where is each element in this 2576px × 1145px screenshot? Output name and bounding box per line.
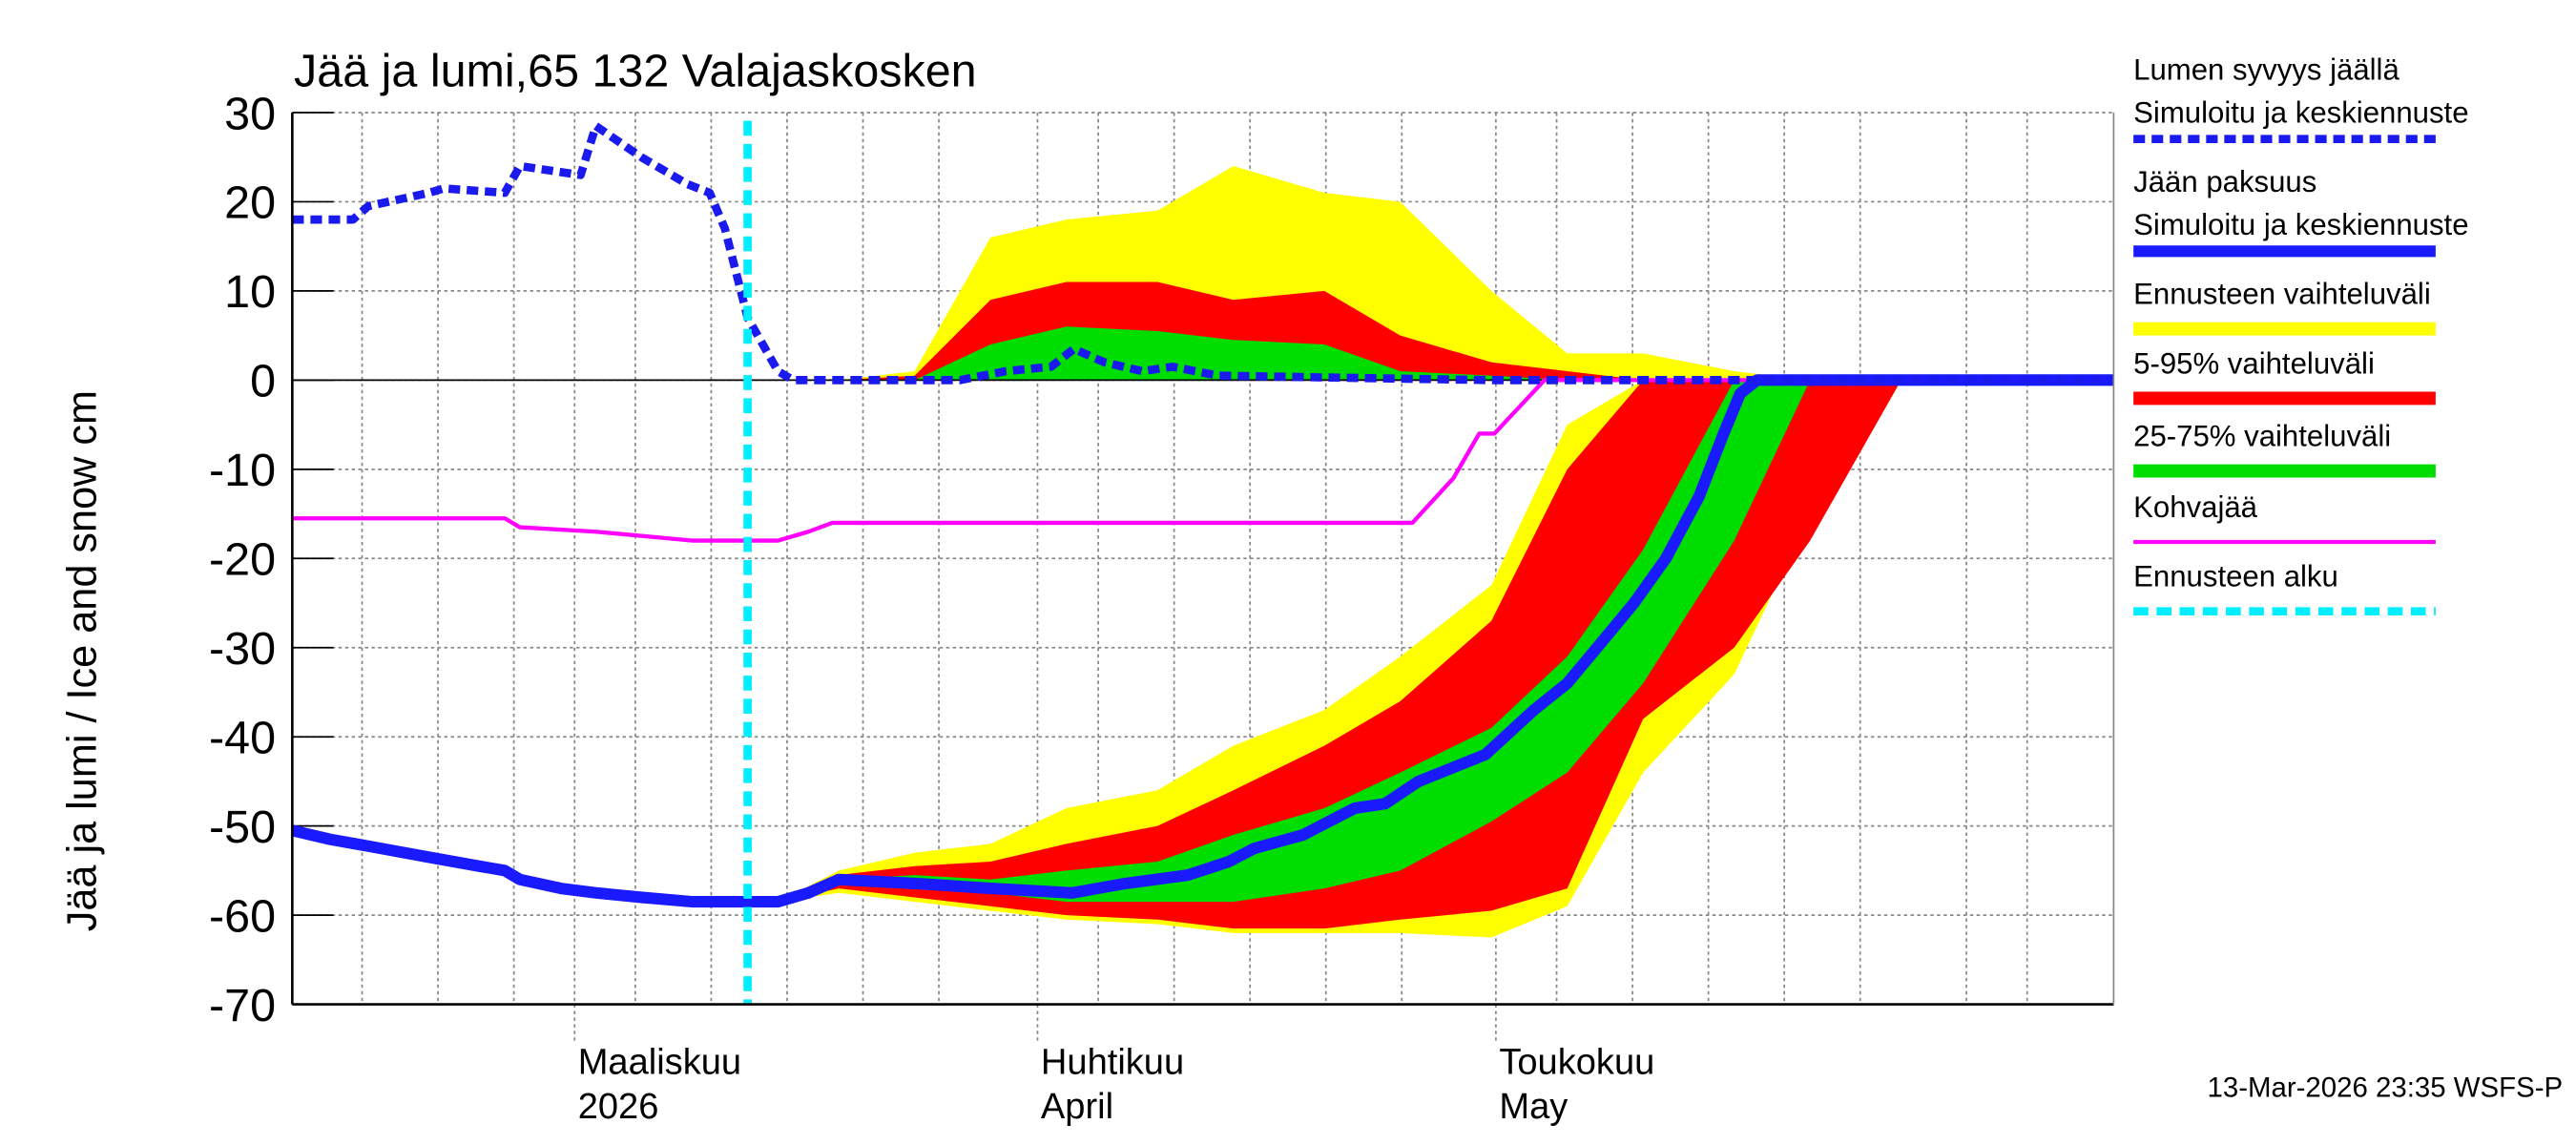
snow-band bbox=[778, 326, 1901, 381]
y-axis-label: Jää ja lumi / Ice and snow cm bbox=[59, 390, 105, 931]
legend-label: Ennusteen vaihteluväli bbox=[2133, 278, 2431, 311]
legend-sublabel: Simuloitu ja keskiennuste bbox=[2133, 208, 2468, 241]
legend-label: Kohvajää bbox=[2133, 490, 2258, 524]
y-tick-label: -20 bbox=[209, 534, 276, 586]
x-tick-label: Huhtikuu bbox=[1041, 1042, 1184, 1082]
legend-label: 25-75% vaihteluväli bbox=[2133, 420, 2391, 453]
legend-label: Lumen syvyys jäällä bbox=[2133, 52, 2399, 86]
y-tick-label: -30 bbox=[209, 623, 276, 675]
y-tick-label: 0 bbox=[250, 356, 276, 407]
y-tick-label: 10 bbox=[224, 266, 276, 318]
legend-label: Ennusteen alku bbox=[2133, 560, 2338, 593]
x-tick-sublabel: 2026 bbox=[578, 1087, 659, 1127]
legend-label: 5-95% vaihteluväli bbox=[2133, 346, 2375, 380]
y-tick-label: -40 bbox=[209, 713, 276, 764]
legend-sublabel: Simuloitu ja keskiennuste bbox=[2133, 95, 2468, 129]
ice-band bbox=[778, 380, 1901, 929]
legend-label: Jään paksuus bbox=[2133, 165, 2316, 198]
footer: 13-Mar-2026 23:35 WSFS-P bbox=[2208, 1072, 2564, 1104]
x-tick-label: Toukokuu bbox=[1499, 1042, 1654, 1082]
chart-title: Jää ja lumi,65 132 Valajaskosken bbox=[294, 45, 977, 96]
y-tick-label: 20 bbox=[224, 177, 276, 229]
x-tick-sublabel: May bbox=[1499, 1087, 1568, 1127]
y-tick-label: -70 bbox=[209, 980, 276, 1031]
y-tick-label: 30 bbox=[224, 88, 276, 139]
series-line bbox=[292, 378, 2114, 543]
y-tick-label: -10 bbox=[209, 445, 276, 496]
y-tick-label: -50 bbox=[209, 802, 276, 853]
series-line bbox=[290, 374, 2114, 908]
x-tick-label: Maaliskuu bbox=[578, 1042, 741, 1082]
x-tick-sublabel: April bbox=[1041, 1087, 1113, 1127]
y-tick-label: -60 bbox=[209, 890, 276, 942]
